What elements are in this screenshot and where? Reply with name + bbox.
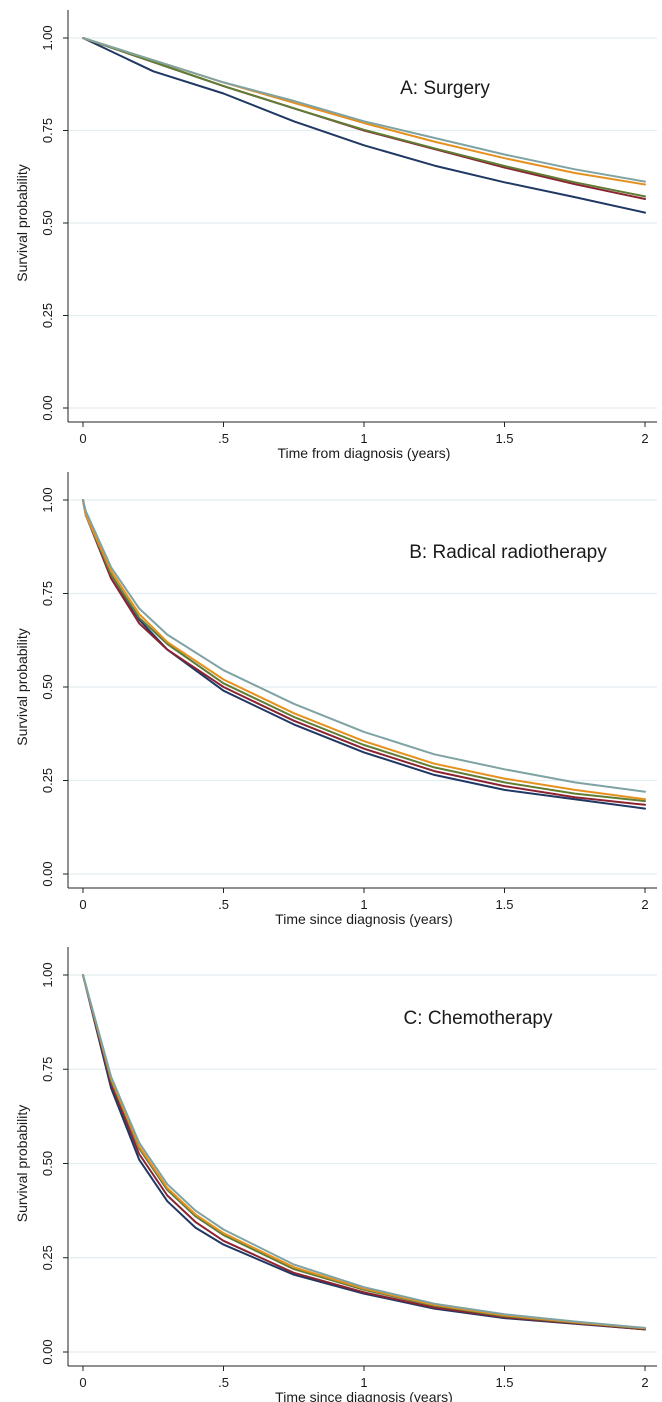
grid-layer bbox=[68, 499, 657, 875]
series-line-3 bbox=[82, 499, 646, 803]
series-line-2 bbox=[82, 499, 646, 806]
x-tick-label: 1.5 bbox=[495, 897, 513, 912]
axes-layer bbox=[63, 10, 657, 427]
y-tick-label: 0.75 bbox=[40, 118, 55, 143]
series-line-3 bbox=[82, 37, 646, 198]
chart-svg-radical-radiotherapy: 0 .5 1 1.5 2 0.00 0.25 0.50 0.75 1.00 Ti… bbox=[14, 472, 657, 927]
y-axis-label: Survival probability bbox=[14, 164, 30, 282]
y-tick-label: 0.75 bbox=[40, 1057, 55, 1082]
y-tick-label: 0.00 bbox=[40, 861, 55, 886]
x-axis-label: Time since diagnosis (years) bbox=[275, 911, 453, 927]
x-axis-label: Time since diagnosis (years) bbox=[275, 1389, 453, 1402]
x-tick-label: 2 bbox=[641, 1375, 648, 1390]
x-tick-label: 0 bbox=[79, 431, 86, 446]
y-tick-label: 0.50 bbox=[40, 674, 55, 699]
axes-layer bbox=[63, 947, 657, 1371]
x-tick-label: 1 bbox=[360, 897, 367, 912]
y-tick-label: 0.50 bbox=[40, 1151, 55, 1176]
y-axis-label: Survival probability bbox=[14, 1105, 30, 1223]
series-layer bbox=[82, 974, 646, 1331]
y-axis-label: Survival probability bbox=[14, 628, 30, 746]
x-tick-label: .5 bbox=[218, 897, 229, 912]
series-line-1 bbox=[82, 974, 646, 1331]
series-line-4 bbox=[82, 499, 646, 801]
y-tick-label: 0.00 bbox=[40, 395, 55, 420]
chart-svg-chemotherapy: 0 .5 1 1.5 2 0.00 0.25 0.50 0.75 1.00 Ti… bbox=[14, 947, 657, 1402]
x-tick-label: 1.5 bbox=[495, 431, 513, 446]
series-line-5 bbox=[82, 37, 646, 183]
y-tick-label: 0.25 bbox=[40, 768, 55, 793]
x-axis-label: Time from diagnosis (years) bbox=[278, 445, 451, 461]
series-line-3 bbox=[82, 974, 646, 1330]
y-tick-label: 0.25 bbox=[40, 303, 55, 328]
panel-surgery: 0 .5 1 1.5 2 0.00 0.25 0.50 0.75 1.00 Ti… bbox=[0, 0, 662, 468]
x-tick-label: 1 bbox=[360, 1375, 367, 1390]
series-line-5 bbox=[82, 974, 646, 1329]
series-layer bbox=[82, 499, 646, 810]
panel-title: B: Radical radiotherapy bbox=[409, 542, 607, 563]
x-tick-label: 1 bbox=[360, 431, 367, 446]
chart-svg-surgery: 0 .5 1 1.5 2 0.00 0.25 0.50 0.75 1.00 Ti… bbox=[14, 10, 657, 461]
x-tick-label: 0 bbox=[79, 1375, 86, 1390]
y-tick-label: 0.75 bbox=[40, 581, 55, 606]
y-tick-label: 1.00 bbox=[40, 487, 55, 512]
x-tick-label: 0 bbox=[79, 897, 86, 912]
series-line-1 bbox=[82, 37, 646, 214]
x-tick-label: 2 bbox=[641, 897, 648, 912]
series-line-5 bbox=[82, 499, 646, 793]
x-tick-label: 1.5 bbox=[495, 1375, 513, 1390]
y-tick-label: 0.00 bbox=[40, 1339, 55, 1364]
axes-layer bbox=[63, 472, 657, 893]
grid-layer bbox=[68, 37, 657, 409]
series-line-2 bbox=[82, 37, 646, 200]
panel-title: C: Chemotherapy bbox=[404, 1008, 553, 1029]
panel-radical-radiotherapy: 0 .5 1 1.5 2 0.00 0.25 0.50 0.75 1.00 Ti… bbox=[0, 468, 662, 934]
series-line-2 bbox=[82, 974, 646, 1331]
series-line-4 bbox=[82, 974, 646, 1330]
panel-title: A: Surgery bbox=[400, 78, 490, 99]
y-tick-label: 1.00 bbox=[40, 25, 55, 50]
x-tick-label: .5 bbox=[218, 1375, 229, 1390]
y-tick-label: 0.25 bbox=[40, 1245, 55, 1270]
series-layer bbox=[82, 37, 646, 214]
y-tick-label: 1.00 bbox=[40, 962, 55, 987]
series-line-4 bbox=[82, 37, 646, 186]
x-tick-label: 2 bbox=[641, 431, 648, 446]
grid-layer bbox=[68, 974, 657, 1353]
panel-chemotherapy: 0 .5 1 1.5 2 0.00 0.25 0.50 0.75 1.00 Ti… bbox=[0, 934, 662, 1402]
x-tick-label: .5 bbox=[218, 431, 229, 446]
y-tick-label: 0.50 bbox=[40, 210, 55, 235]
